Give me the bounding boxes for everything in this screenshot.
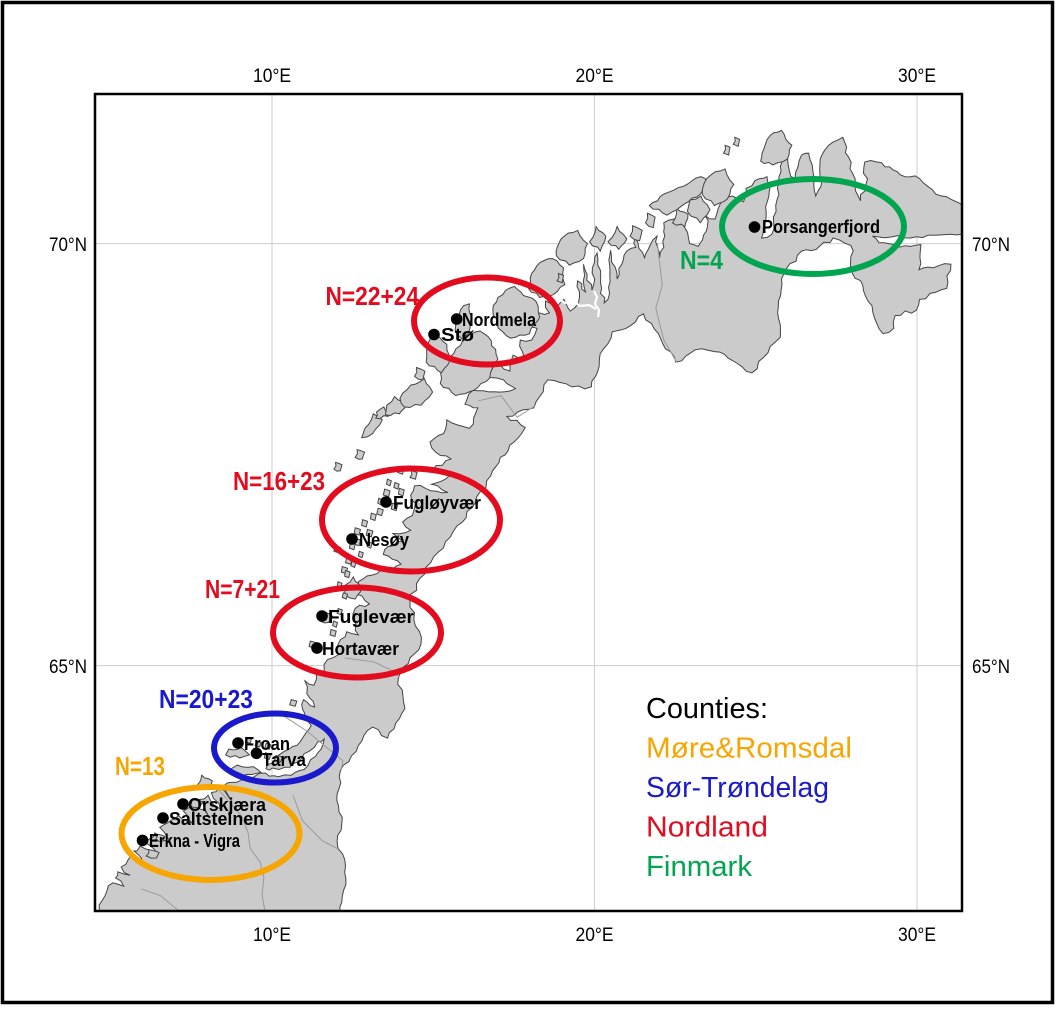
svg-text:30°E: 30°E [898,925,936,946]
svg-text:Nordmela: Nordmela [462,310,537,330]
svg-text:Saltsteinen: Saltsteinen [169,809,264,829]
svg-text:N=7+21: N=7+21 [205,574,280,604]
svg-text:N=20+23: N=20+23 [159,684,253,714]
svg-text:65°N: 65°N [972,657,1010,678]
svg-text:Porsangerfjord: Porsangerfjord [762,217,880,237]
svg-text:Nordland: Nordland [646,812,768,844]
svg-text:10°E: 10°E [253,66,291,87]
svg-text:Nesøy: Nesøy [359,530,409,550]
svg-text:Tarva: Tarva [262,750,307,770]
svg-text:Hortavær: Hortavær [322,639,399,659]
svg-text:20°E: 20°E [576,925,614,946]
svg-text:Stø: Stø [441,325,474,345]
svg-text:Fuglevær: Fuglevær [328,607,414,627]
svg-text:N=13: N=13 [115,751,165,781]
svg-text:Sør-Trøndelag: Sør-Trøndelag [646,772,829,804]
svg-text:70°N: 70°N [972,235,1010,256]
svg-text:N=16+23: N=16+23 [233,466,325,496]
svg-text:65°N: 65°N [49,657,87,678]
svg-text:70°N: 70°N [49,235,87,256]
svg-text:Orskjæra: Orskjæra [188,795,267,815]
svg-text:Erkna - Vigra: Erkna - Vigra [149,831,241,851]
svg-text:Finmark: Finmark [646,851,753,883]
svg-text:Møre&Romsdal: Møre&Romsdal [646,733,852,765]
svg-text:Counties:: Counties: [646,693,768,725]
svg-text:Fugløyvær: Fugløyvær [393,493,481,513]
svg-text:20°E: 20°E [576,66,614,87]
svg-text:N=4: N=4 [680,245,723,275]
svg-text:30°E: 30°E [898,66,936,87]
svg-text:10°E: 10°E [253,925,291,946]
svg-text:N=22+24: N=22+24 [326,281,420,311]
